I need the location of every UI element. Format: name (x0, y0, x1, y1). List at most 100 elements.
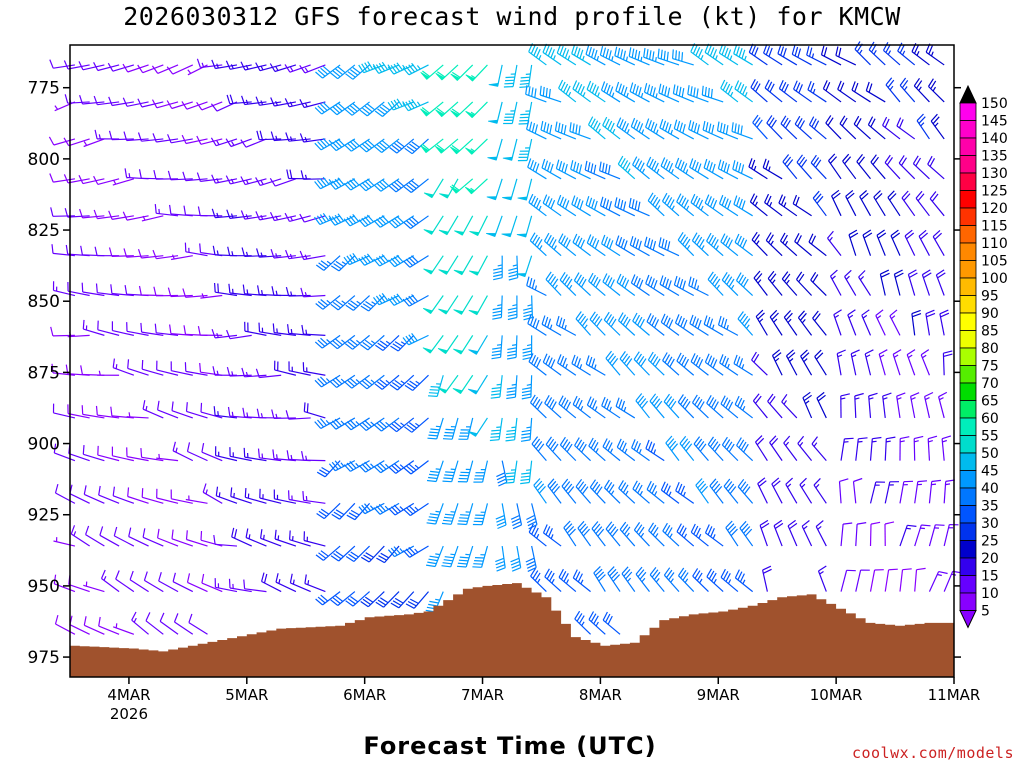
wind-barb (93, 209, 120, 220)
wind-barb (737, 311, 754, 336)
wind-barb (157, 400, 179, 419)
wind-barb (81, 282, 105, 297)
x-tick-label: 7MAR (461, 686, 504, 704)
wind-barb (185, 495, 208, 504)
wind-barb (890, 229, 901, 256)
wind-barb (851, 81, 871, 103)
wind-barb (884, 481, 900, 504)
wind-barb (358, 460, 385, 473)
wind-barb (691, 394, 709, 419)
wind-barb (506, 335, 518, 360)
wind-barb (815, 520, 827, 547)
wind-barb (659, 119, 680, 140)
wind-barb (402, 255, 429, 268)
wind-barb (574, 437, 591, 462)
wind-barb (438, 255, 459, 275)
wind-barb (422, 335, 444, 354)
wind-barb (213, 535, 238, 547)
wind-barb (677, 394, 695, 419)
wind-barb (520, 460, 533, 485)
wind-barb (49, 59, 76, 69)
wind-barb (487, 138, 503, 161)
wind-barb (345, 591, 370, 607)
wind-barb (734, 395, 754, 419)
credit-link[interactable]: coolwx.com/models (851, 744, 1014, 762)
wind-barb (269, 63, 297, 73)
wind-barb (402, 62, 429, 76)
wind-barb (273, 489, 297, 504)
wind-barb (389, 374, 415, 391)
wind-barb (285, 132, 311, 142)
wind-barb (151, 99, 179, 109)
colorbar-swatch (959, 190, 977, 209)
wind-barb (586, 396, 606, 419)
wind-barb (345, 295, 370, 311)
colorbar-swatch (959, 435, 977, 454)
wind-barb (185, 530, 208, 547)
wind-barb (330, 64, 356, 80)
wind-barb (200, 293, 223, 299)
wind-barb (230, 487, 252, 504)
wind-barb (495, 545, 506, 572)
wind-barb (274, 360, 297, 376)
wind-barb (938, 391, 948, 419)
wind-barb (868, 392, 878, 418)
wind-barb (932, 229, 945, 256)
wind-barb (271, 286, 296, 297)
wind-barb (97, 445, 120, 462)
wind-barb (285, 249, 311, 260)
wind-barb (375, 591, 400, 608)
wind-barb (828, 153, 842, 180)
wind-barb (767, 393, 783, 419)
wind-barb (764, 193, 783, 217)
wind-barb (755, 309, 768, 336)
wind-barb (665, 435, 680, 461)
wind-barb (108, 96, 134, 107)
wind-barb (469, 215, 488, 237)
wind-barb (360, 545, 385, 563)
wind-barb (771, 349, 783, 376)
wind-barb (316, 502, 341, 520)
wind-barb (585, 196, 606, 217)
wind-barb (52, 281, 76, 297)
wind-barb (82, 445, 105, 462)
wind-barb (943, 524, 959, 547)
wind-barb (882, 116, 901, 140)
wind-barb (769, 309, 783, 336)
wind-barb (674, 157, 695, 180)
wind-barb (245, 528, 267, 547)
wind-barb (753, 270, 768, 296)
wind-barb (151, 64, 179, 74)
wind-barb (186, 573, 208, 593)
colorbar-tick-label: 10 (981, 586, 999, 602)
wind-barb (374, 101, 400, 117)
wind-barb (141, 215, 164, 222)
wind-barb (329, 417, 356, 430)
wind-barb (486, 215, 503, 238)
wind-barb (330, 591, 356, 606)
wind-barb (777, 44, 798, 66)
wind-barb (502, 138, 518, 161)
wind-barb (914, 480, 928, 504)
terrain-layer (70, 583, 954, 677)
wind-barb (157, 528, 179, 547)
wind-barb (387, 62, 415, 75)
wind-barb (196, 135, 223, 145)
wind-barb (673, 119, 694, 140)
wind-barb (501, 215, 518, 238)
wind-barb (508, 255, 519, 281)
wind-barb (605, 350, 621, 376)
wind-barb (812, 190, 827, 217)
wind-barb (757, 477, 768, 504)
wind-barb (884, 436, 896, 461)
wind-barb (95, 283, 120, 297)
wind-barb (112, 178, 135, 186)
wind-barb (314, 212, 341, 226)
wind-barb (529, 232, 547, 257)
wind-barb (930, 113, 945, 140)
wind-barb (241, 247, 267, 257)
wind-barb (404, 374, 429, 392)
wind-barb (855, 569, 870, 592)
wind-barb (837, 80, 857, 103)
wind-barb (870, 154, 886, 180)
